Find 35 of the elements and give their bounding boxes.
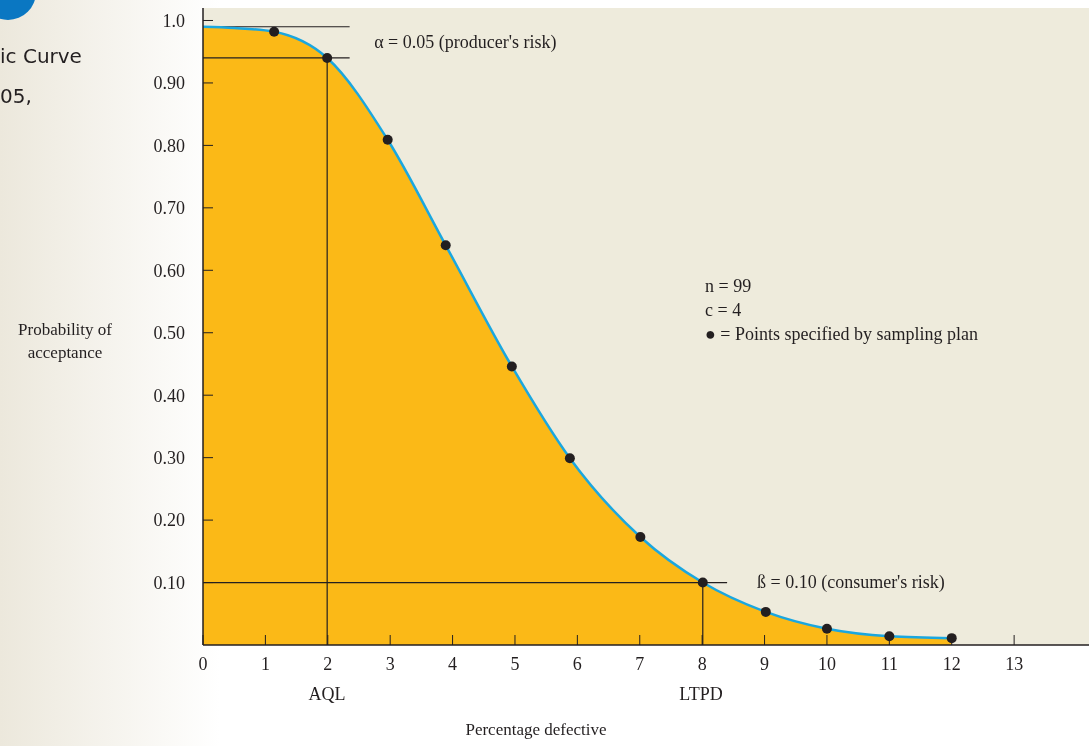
x-axis-title: Percentage defective xyxy=(464,720,608,740)
text: LTPD xyxy=(679,684,723,705)
text: ic Curve xyxy=(0,44,82,68)
y-tick-label: 0.20 xyxy=(153,510,185,531)
annotation: n = 99 xyxy=(705,276,752,297)
annotation: α = 0.05 (producer's risk) xyxy=(374,31,557,53)
x-tick-label: 13 xyxy=(1005,653,1024,674)
annotation: c = 4 xyxy=(705,300,742,321)
y-tick-label: 0.80 xyxy=(153,135,185,156)
y-tick-label: 0.40 xyxy=(153,385,185,406)
x-tick-label: 5 xyxy=(510,653,520,674)
x-tick-label: 3 xyxy=(385,653,395,674)
x-tick-label: 12 xyxy=(942,653,961,674)
text: 05, xyxy=(0,84,32,108)
y-tick-label: 0.70 xyxy=(153,198,185,219)
x-tick-label: 9 xyxy=(760,653,770,674)
y-tick-label: 0.30 xyxy=(153,448,185,469)
text: AQL xyxy=(308,684,346,705)
y-tick-label: 1.0 xyxy=(162,10,185,31)
y-axis-title: Probability of acceptance xyxy=(17,319,113,364)
x-tick-label: 8 xyxy=(697,653,707,674)
x-tick-label: 2 xyxy=(323,653,333,674)
x-tick-label: 11 xyxy=(880,653,899,674)
x-tick-label: 10 xyxy=(817,653,836,674)
y-tick-label: 0.90 xyxy=(153,73,185,94)
x-tick-label: 6 xyxy=(572,653,582,674)
annotation: ß = 0.10 (consumer's risk) xyxy=(757,572,945,593)
x-tick-label: 7 xyxy=(635,653,645,674)
annotation: ● = Points specified by sampling plan xyxy=(705,324,978,345)
y-tick-label: 0.50 xyxy=(153,323,185,344)
x-tick-label: 1 xyxy=(260,653,270,674)
x-tick-label: 4 xyxy=(448,653,458,674)
x-tick-label: 0 xyxy=(198,653,208,674)
y-tick-label: 0.10 xyxy=(153,572,185,593)
y-tick-label: 0.60 xyxy=(153,260,185,281)
